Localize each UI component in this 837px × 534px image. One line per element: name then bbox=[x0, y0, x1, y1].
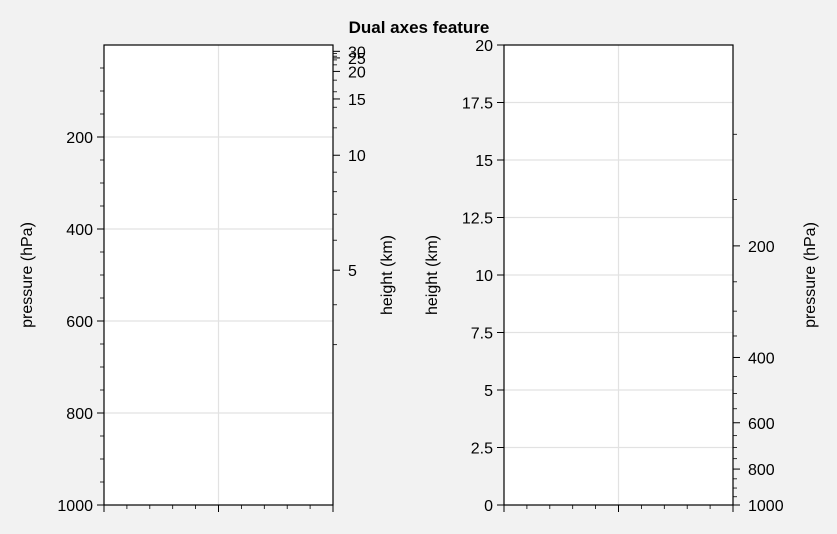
y-left-tick-label: 800 bbox=[66, 406, 93, 423]
y-left-tick-label: 20 bbox=[475, 38, 493, 55]
y-left-tick-label: 17.5 bbox=[462, 96, 493, 113]
y-right-tick-label: 600 bbox=[748, 416, 775, 433]
y-right-tick-label: 200 bbox=[748, 239, 775, 256]
y-left-tick-label: 1000 bbox=[57, 498, 93, 515]
y-left-tick-label: 12.5 bbox=[462, 211, 493, 228]
chart-title: Dual axes feature bbox=[349, 18, 490, 37]
y-left-tick-label: 200 bbox=[66, 130, 93, 147]
y-right-tick-label: 20 bbox=[348, 64, 366, 81]
y-left-tick-label: 15 bbox=[475, 153, 493, 170]
y-right-tick-label: 1000 bbox=[748, 498, 784, 515]
y-right-axis-label: pressure (hPa) bbox=[802, 222, 819, 328]
y-left-axis-label: pressure (hPa) bbox=[19, 222, 36, 328]
y-left-tick-label: 7.5 bbox=[471, 326, 493, 343]
y-right-tick-label: 15 bbox=[348, 92, 366, 109]
y-right-tick-label: 30 bbox=[348, 44, 366, 61]
y-left-axis-label: height (km) bbox=[424, 235, 441, 315]
y-left-tick-label: 600 bbox=[66, 314, 93, 331]
y-left-tick-label: 10 bbox=[475, 268, 493, 285]
y-right-tick-label: 25 bbox=[348, 51, 366, 68]
y-left-tick-label: 0 bbox=[484, 498, 493, 515]
y-right-tick-label: 5 bbox=[348, 263, 357, 280]
y-left-tick-label: 400 bbox=[66, 222, 93, 239]
panel-right: 0 2.5 5 7.5 10 12.5 15 17.5 20 200 400 600 800 1000 he… bbox=[424, 38, 819, 515]
y-right-axis-label: height (km) bbox=[379, 235, 396, 315]
y-right-tick-label: 800 bbox=[748, 462, 775, 479]
y-left-tick-label: 2.5 bbox=[471, 441, 493, 458]
y-right-tick-label: 10 bbox=[348, 148, 366, 165]
y-left-tick-label: 5 bbox=[484, 383, 493, 400]
y-right-tick-label: 400 bbox=[748, 350, 775, 367]
